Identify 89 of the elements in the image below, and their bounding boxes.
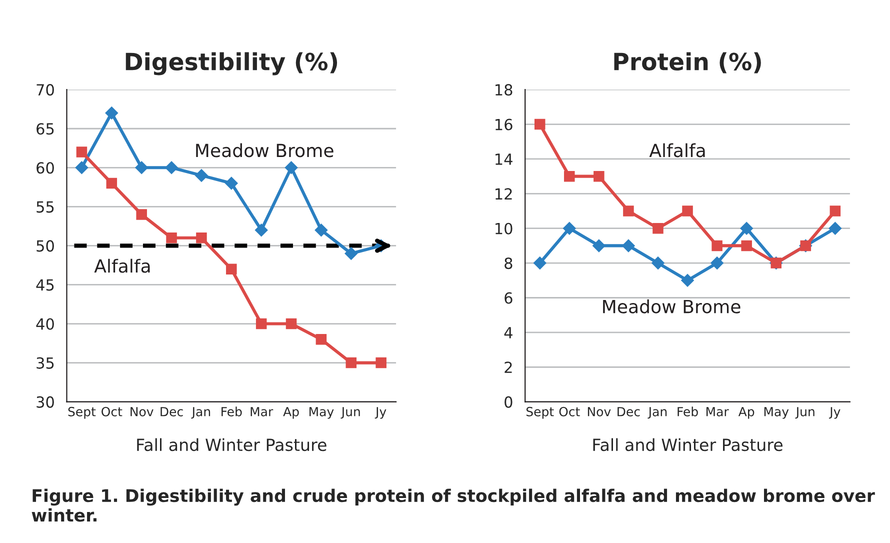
point — [710, 256, 724, 270]
point — [254, 224, 268, 237]
chart-title: Digestibility (%) — [126, 52, 338, 76]
x-tick-label: Nov — [130, 407, 154, 416]
point — [592, 239, 606, 252]
point — [741, 240, 752, 252]
point — [740, 222, 753, 235]
x-tick-label: Mar — [250, 407, 274, 416]
x-axis-title: Fall and Winter Pasture — [137, 438, 326, 452]
y-tick-label: 40 — [36, 318, 54, 330]
y-tick-label: 30 — [36, 396, 54, 408]
point — [652, 256, 664, 270]
chart-title: Protein (%) — [614, 52, 761, 74]
point — [316, 334, 327, 345]
x-tick-label: Oct — [559, 406, 580, 416]
point — [712, 240, 722, 252]
point — [165, 161, 178, 174]
y-tick-label: 14 — [496, 154, 512, 165]
series-label: Alfalfa — [94, 258, 150, 273]
y-tick-label: 55 — [36, 201, 54, 213]
x-tick-label: Feb — [222, 406, 242, 416]
point — [105, 106, 118, 120]
y-tick-label: 8 — [504, 258, 512, 270]
point — [534, 118, 546, 130]
point — [623, 206, 634, 216]
point — [533, 256, 546, 270]
point — [196, 232, 207, 244]
point — [226, 264, 237, 275]
point — [830, 206, 841, 216]
point — [682, 206, 693, 216]
point — [594, 170, 604, 182]
x-tick-label: May — [310, 407, 334, 419]
x-tick-label: Mar — [706, 407, 729, 416]
x-tick-label: Ap — [283, 407, 299, 419]
point — [166, 232, 177, 244]
x-axis-title: Fall and Winter Pasture — [593, 438, 783, 452]
point — [346, 357, 357, 368]
point — [284, 161, 298, 174]
point — [314, 224, 328, 237]
point — [652, 222, 664, 234]
x-tick-label: Oct — [102, 406, 122, 416]
x-tick-label: Jun — [340, 407, 360, 419]
y-tick-label: 18 — [496, 84, 512, 96]
y-tick-label: 35 — [36, 357, 54, 369]
point — [106, 178, 118, 189]
point — [344, 247, 358, 260]
y-tick-label: 50 — [36, 240, 54, 252]
point — [622, 239, 635, 252]
y-tick-label: 2 — [504, 362, 512, 373]
point — [75, 161, 88, 174]
text: Alfalfa — [649, 143, 705, 158]
point — [135, 161, 148, 174]
y-tick-label: 70 — [36, 84, 54, 96]
series-label: Meadow Brome — [196, 143, 334, 158]
point — [224, 176, 238, 190]
y-tick-label: 4 — [504, 327, 512, 338]
x-tick-label: Dec — [618, 407, 640, 416]
point — [828, 222, 842, 235]
point — [564, 170, 575, 182]
y-tick-label: 45 — [36, 279, 54, 291]
x-tick-label: Sept — [68, 406, 96, 419]
point — [376, 357, 386, 368]
y-tick-label: 16 — [496, 118, 512, 130]
point — [195, 169, 208, 182]
point — [562, 222, 576, 235]
x-tick-label: Dec — [160, 407, 183, 416]
x-tick-label: May — [764, 407, 789, 419]
y-tick-label: 10 — [496, 222, 512, 234]
x-tick-label: Jan — [648, 407, 667, 419]
x-tick-label: Ap — [738, 407, 754, 419]
y-tick-label: 65 — [36, 123, 54, 135]
y-tick-label: 6 — [504, 292, 512, 304]
y-tick-label: 60 — [36, 162, 54, 174]
y-tick-label: 12 — [496, 188, 512, 200]
point — [286, 318, 297, 330]
x-tick-label: Sept — [526, 406, 554, 419]
point — [256, 318, 267, 330]
point — [76, 146, 88, 158]
x-tick-label: Jy — [828, 407, 840, 419]
x-tick-label: Jun — [795, 407, 814, 419]
y-tick-label: 0 — [504, 396, 512, 408]
x-tick-label: Jan — [191, 407, 210, 419]
x-tick-label: Feb — [678, 406, 698, 416]
x-tick-label: Nov — [588, 407, 611, 416]
point — [136, 209, 147, 220]
series-label: Meadow Brome — [603, 299, 740, 314]
caption: Figure 1. Digestibility and crude protein of stockpiled alfalfa and meadow brome over winter. — [32, 488, 875, 522]
point — [681, 274, 694, 287]
x-tick-label: Jy — [374, 407, 386, 419]
